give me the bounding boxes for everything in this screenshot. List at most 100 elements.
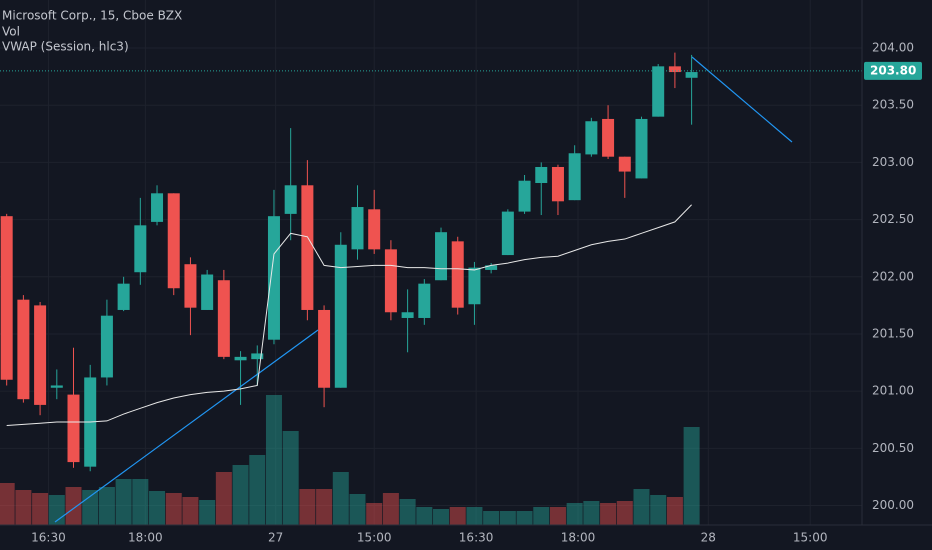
last-price-box (864, 61, 922, 80)
candle-body (468, 267, 481, 305)
indicator-label: VWAP (Session, hlc3) (2, 40, 129, 54)
volume-bar (299, 489, 316, 525)
x-tick-label: 16:30 (459, 531, 494, 545)
x-tick-label: 18:00 (561, 531, 596, 545)
y-tick-label: 201.50 (872, 326, 914, 340)
candle-body (618, 156, 631, 172)
y-tick-label: 202.50 (872, 212, 914, 226)
volume-bar (215, 472, 232, 525)
candle-layer (0, 52, 698, 472)
volume-bar (533, 507, 550, 525)
volume-bar (282, 431, 299, 525)
indicator-label: Vol (2, 25, 20, 39)
volume-bar (650, 495, 667, 525)
volume-bar (366, 503, 383, 525)
y-tick-label: 200.00 (872, 498, 914, 512)
volume-bar (349, 494, 366, 525)
volume-bar (483, 511, 500, 525)
volume-bar (549, 507, 566, 525)
volume-bar (199, 500, 216, 525)
candle-body (418, 283, 431, 318)
volume-bar (449, 507, 466, 525)
candle-body (435, 232, 448, 281)
volume-bar (399, 499, 416, 525)
volume-bar (249, 455, 266, 525)
volume-bar (82, 490, 99, 525)
last-price-label: 203.80 (870, 63, 916, 77)
volume-bar (433, 509, 450, 525)
candle-body (0, 216, 13, 380)
candle-body (267, 216, 280, 340)
volume-bar (32, 493, 49, 525)
candle-body (668, 66, 681, 73)
volume-bar (98, 487, 115, 525)
candle-body (251, 353, 264, 360)
candle-body (485, 265, 498, 270)
candle-body (501, 211, 514, 256)
candle-body (652, 66, 665, 117)
volume-bar (149, 491, 166, 525)
candle-body (100, 315, 113, 378)
volume-bar (566, 503, 583, 525)
trend-line (691, 56, 793, 143)
volume-layer (0, 395, 700, 525)
y-tick-label: 201.00 (872, 384, 914, 398)
candle-body (201, 274, 214, 310)
candle-body (167, 193, 180, 289)
chart-title: Microsoft Corp., 15, Cboe BZX (2, 9, 182, 23)
candle-body (518, 180, 531, 212)
candle-body (602, 118, 615, 157)
volume-bar (600, 503, 617, 525)
candle-body (685, 72, 698, 78)
volume-bar (616, 501, 633, 525)
candle-body (234, 356, 247, 361)
x-tick-label: 15:00 (793, 531, 828, 545)
candle-body (184, 264, 197, 308)
y-tick-label: 200.50 (872, 441, 914, 455)
volume-bar (316, 489, 333, 525)
candle-body (301, 185, 314, 310)
candle-body (351, 207, 364, 250)
volume-bar (182, 497, 199, 525)
candle-body (50, 385, 63, 388)
volume-bar (416, 507, 433, 525)
volume-bar (516, 511, 533, 525)
candle-body (134, 225, 147, 273)
volume-bar (382, 493, 399, 525)
x-tick-label: 27 (268, 531, 283, 545)
volume-bar (115, 479, 132, 525)
candle-body (635, 118, 648, 179)
candle-body (151, 193, 164, 222)
volume-bar (265, 395, 282, 525)
candle-body (334, 244, 347, 388)
volume-bar (666, 497, 683, 525)
candle-body (401, 312, 414, 318)
y-tick-label: 204.00 (872, 41, 914, 55)
x-tick-label: 28 (701, 531, 716, 545)
candle-body (568, 153, 581, 201)
candle-body (535, 166, 548, 184)
volume-bar (0, 483, 15, 525)
x-tick-label: 16:30 (31, 531, 66, 545)
volume-bar (232, 465, 249, 525)
grid (0, 0, 862, 525)
volume-bar (165, 493, 182, 525)
x-tick-label: 18:00 (128, 531, 163, 545)
candle-body (284, 185, 297, 214)
candle-body (585, 121, 598, 155)
volume-bar (583, 501, 600, 525)
volume-bar (65, 487, 82, 525)
volume-bar (466, 507, 483, 525)
vwap-line (6, 204, 692, 426)
candle-body (217, 280, 230, 357)
candle-body (17, 299, 30, 400)
overlay-layer (0, 70, 862, 426)
volume-bar (132, 479, 149, 525)
candle-body (318, 309, 331, 388)
candle-body (451, 241, 464, 308)
volume-bar (15, 490, 32, 525)
y-tick-label: 203.00 (872, 155, 914, 169)
candle-body (34, 305, 47, 405)
y-tick-label: 203.50 (872, 98, 914, 112)
